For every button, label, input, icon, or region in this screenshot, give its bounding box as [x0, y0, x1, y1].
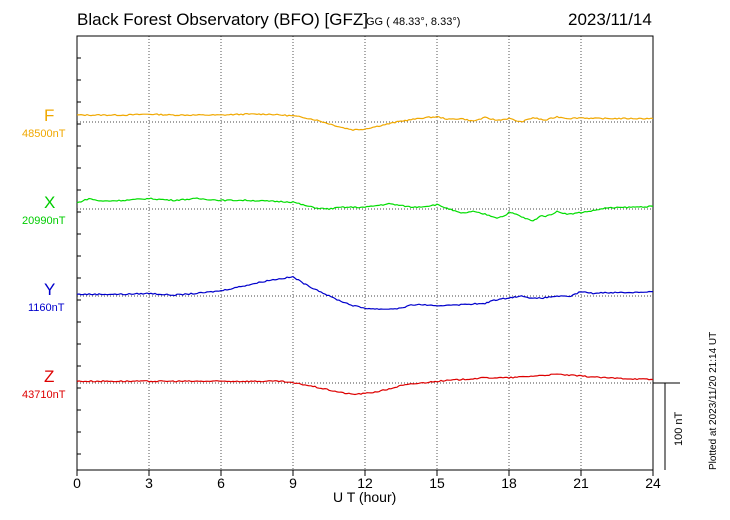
baselines: [77, 121, 653, 384]
scale-bar: [653, 382, 680, 470]
x-tick-label-3: 3: [145, 475, 153, 491]
series-baseline-x: 20990nT: [22, 215, 66, 227]
series-line-x: [76, 197, 654, 222]
x-tick-label-0: 0: [73, 475, 81, 491]
scale-bar-label: 100 nT: [673, 411, 685, 446]
series-line-z: [76, 373, 654, 396]
grid-lines: [148, 36, 582, 470]
x-tick-label-21: 21: [573, 475, 589, 491]
chart-title: Black Forest Observatory (BFO) [GFZ]: [77, 10, 368, 29]
series-name-y: Y: [44, 280, 56, 299]
series-name-z: Z: [44, 367, 55, 386]
station-coordinates: GG ( 48.33°, 8.33°): [366, 16, 461, 28]
x-tick-label-18: 18: [501, 475, 517, 491]
series-baseline-z: 43710nT: [22, 389, 66, 401]
x-tick-label-6: 6: [217, 475, 225, 491]
series-name-f: F: [44, 106, 55, 125]
x-axis-ticks: 0 3 6 9 12 15 18 21 24: [73, 470, 661, 491]
plotted-timestamp: Plotted at 2023/11/20 21:14 UT: [708, 331, 719, 470]
series-baseline-y: 1160nT: [28, 302, 65, 314]
series-lines: [76, 112, 654, 396]
left-tick-marks: [77, 57, 81, 455]
series-line-y: [76, 275, 653, 311]
x-tick-label-9: 9: [289, 475, 297, 491]
series-baseline-f: 48500nT: [22, 128, 66, 140]
x-tick-label-15: 15: [429, 475, 445, 491]
series-name-x: X: [44, 193, 56, 212]
x-tick-label-12: 12: [357, 475, 373, 491]
series-line-f: [76, 112, 654, 131]
chart-date: 2023/11/14: [568, 10, 652, 29]
x-axis-label: U T (hour): [333, 489, 397, 505]
x-tick-label-24: 24: [645, 475, 661, 491]
